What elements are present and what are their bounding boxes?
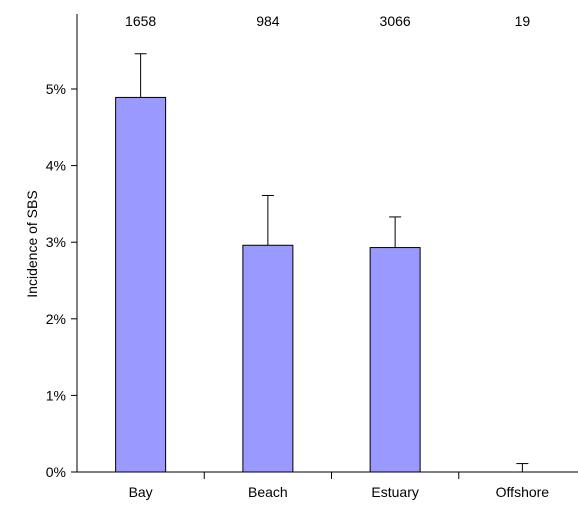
sample-size-label: 984 (256, 13, 280, 29)
error-bars-group (134, 53, 529, 472)
x-category-label: Bay (129, 484, 153, 500)
x-category-label: Offshore (496, 484, 550, 500)
sample-size-label: 3066 (380, 13, 411, 29)
error-bar-offshore (516, 463, 529, 472)
y-ticks-group: 0% 1% 2% 3% 4% 5% (46, 81, 77, 480)
y-tick-label: 1% (46, 387, 66, 403)
x-ticks-group (203, 472, 460, 479)
y-tick-label: 5% (46, 81, 66, 97)
error-bar-bay (134, 53, 147, 98)
y-tick-label: 3% (46, 234, 66, 250)
y-tick-label: 0% (46, 464, 66, 480)
bar-beach (242, 244, 294, 473)
sample-size-labels-group: 1658 984 3066 19 (125, 13, 530, 29)
bar-estuary (369, 247, 421, 473)
bars-group (115, 96, 421, 473)
sample-size-label: 1658 (125, 13, 156, 29)
sample-size-label: 19 (515, 13, 531, 29)
error-bar-beach (261, 194, 274, 246)
x-category-label: Estuary (371, 484, 418, 500)
y-tick-label: 2% (46, 311, 66, 327)
y-tick-label: 4% (46, 158, 66, 174)
x-category-label: Beach (248, 484, 288, 500)
x-category-labels-group: Bay Beach Estuary Offshore (129, 484, 550, 500)
bar-bay (115, 96, 167, 473)
error-bar-estuary (389, 216, 402, 248)
y-axis-title: Incidence of SBS (24, 190, 40, 297)
